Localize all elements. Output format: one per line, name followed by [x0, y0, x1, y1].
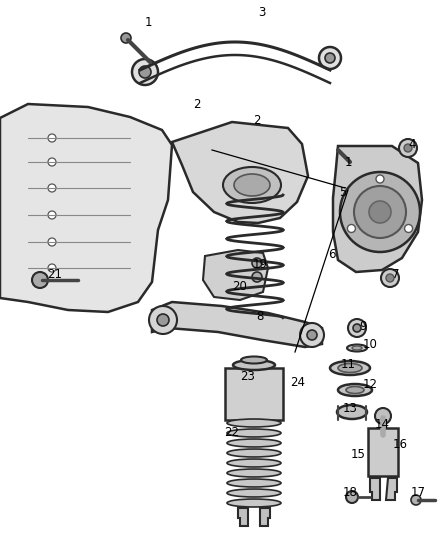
Circle shape [325, 53, 335, 63]
Ellipse shape [330, 361, 370, 375]
Circle shape [132, 59, 158, 85]
Circle shape [48, 134, 56, 142]
Text: 10: 10 [363, 338, 378, 351]
Text: 1: 1 [344, 156, 352, 168]
Circle shape [48, 238, 56, 246]
Circle shape [48, 158, 56, 166]
Circle shape [376, 175, 384, 183]
Circle shape [411, 495, 421, 505]
Circle shape [347, 224, 355, 232]
Ellipse shape [346, 386, 364, 393]
Circle shape [48, 184, 56, 192]
Ellipse shape [227, 479, 281, 487]
Circle shape [399, 139, 417, 157]
Ellipse shape [233, 360, 275, 370]
Polygon shape [172, 122, 308, 223]
Circle shape [139, 66, 151, 78]
Text: 20: 20 [233, 279, 247, 293]
Ellipse shape [234, 174, 270, 196]
Text: 6: 6 [328, 248, 336, 262]
Circle shape [348, 319, 366, 337]
Ellipse shape [227, 459, 281, 467]
Circle shape [252, 258, 262, 268]
Circle shape [346, 491, 358, 503]
Circle shape [386, 274, 394, 282]
Text: 12: 12 [363, 378, 378, 392]
Ellipse shape [227, 469, 281, 477]
Circle shape [149, 306, 177, 334]
Polygon shape [260, 508, 270, 526]
Ellipse shape [338, 364, 362, 373]
Text: 21: 21 [47, 269, 63, 281]
Polygon shape [333, 146, 422, 272]
Text: 16: 16 [392, 439, 407, 451]
Circle shape [347, 159, 357, 169]
Polygon shape [0, 104, 172, 312]
Text: 22: 22 [225, 425, 240, 439]
Circle shape [252, 272, 262, 282]
Text: 14: 14 [374, 418, 389, 432]
Text: 17: 17 [410, 486, 425, 498]
Ellipse shape [227, 499, 281, 507]
Text: 7: 7 [392, 269, 400, 281]
Ellipse shape [338, 384, 372, 396]
Text: 2: 2 [253, 114, 261, 126]
Ellipse shape [352, 346, 362, 350]
Text: 11: 11 [340, 359, 356, 372]
Circle shape [307, 330, 317, 340]
Text: 5: 5 [339, 185, 347, 198]
Circle shape [404, 144, 412, 152]
Circle shape [32, 272, 48, 288]
Circle shape [157, 314, 169, 326]
Ellipse shape [227, 419, 281, 427]
Text: 9: 9 [359, 320, 367, 334]
Text: 15: 15 [350, 448, 365, 462]
Text: 3: 3 [258, 5, 266, 19]
Circle shape [405, 224, 413, 232]
Bar [368, 428, 398, 476]
Polygon shape [238, 508, 248, 526]
Circle shape [369, 201, 391, 223]
Circle shape [375, 408, 391, 424]
Text: 19: 19 [252, 259, 268, 271]
Circle shape [353, 324, 361, 332]
Text: 23: 23 [240, 370, 255, 384]
Circle shape [48, 211, 56, 219]
Ellipse shape [347, 344, 367, 351]
Circle shape [340, 172, 420, 252]
Bar [225, 368, 283, 420]
Ellipse shape [337, 405, 367, 419]
Ellipse shape [227, 439, 281, 447]
Circle shape [48, 264, 56, 272]
Ellipse shape [227, 449, 281, 457]
Circle shape [354, 186, 406, 238]
Polygon shape [203, 250, 268, 300]
Circle shape [121, 33, 131, 43]
Circle shape [300, 323, 324, 347]
Text: 4: 4 [408, 138, 416, 150]
Polygon shape [152, 302, 322, 347]
Text: 24: 24 [290, 376, 305, 389]
Text: 2: 2 [193, 99, 201, 111]
Text: 18: 18 [343, 486, 357, 498]
Ellipse shape [223, 167, 281, 203]
Polygon shape [386, 478, 397, 500]
Text: 8: 8 [256, 311, 264, 324]
Text: 13: 13 [343, 401, 357, 415]
Text: 1: 1 [144, 15, 152, 28]
Polygon shape [370, 478, 380, 500]
Ellipse shape [227, 489, 281, 497]
Ellipse shape [227, 429, 281, 437]
Circle shape [319, 47, 341, 69]
Circle shape [381, 269, 399, 287]
Ellipse shape [241, 357, 267, 364]
